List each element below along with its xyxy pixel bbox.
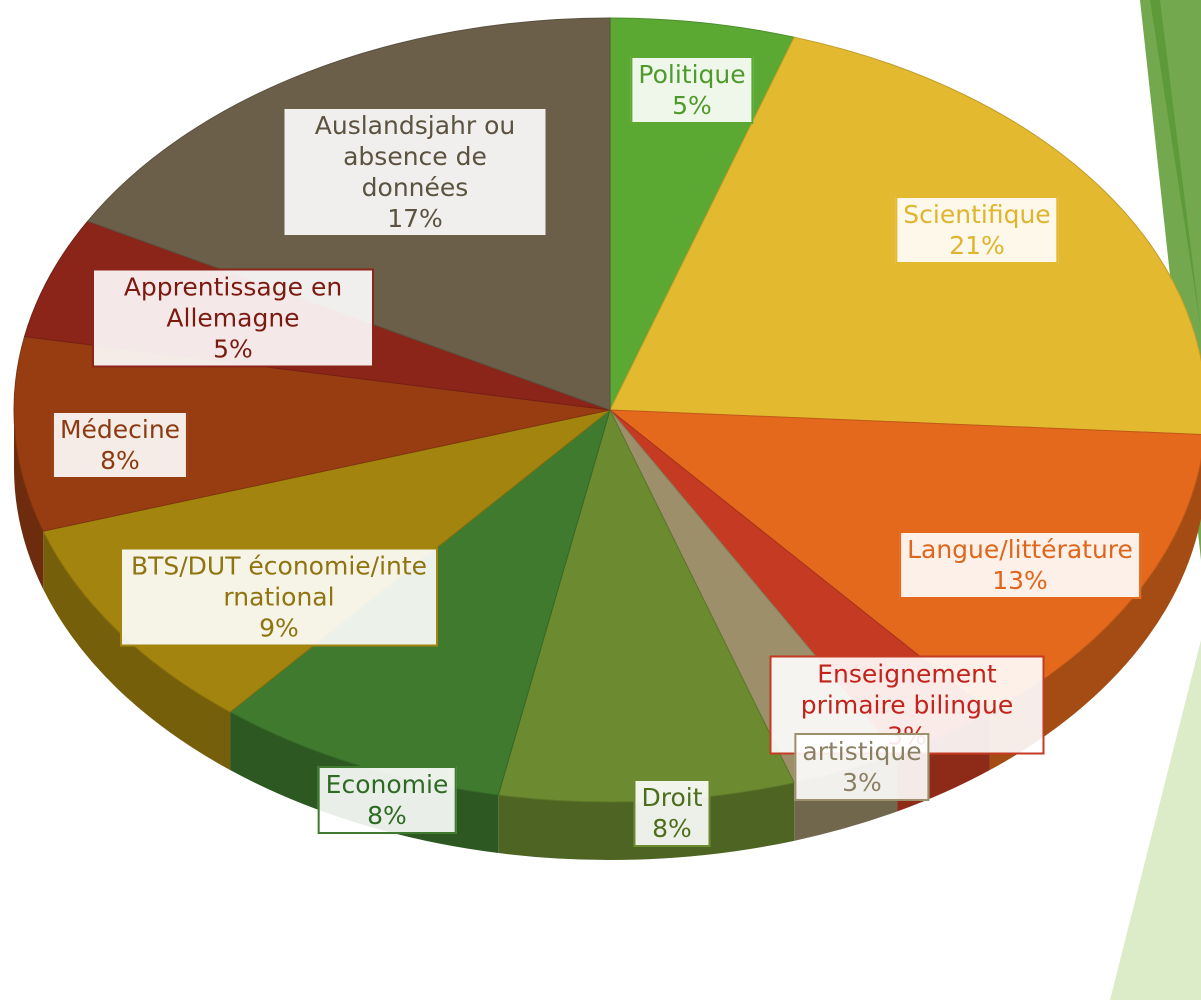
label-value: 9% <box>259 613 299 643</box>
slice-side <box>14 410 44 590</box>
slice-side <box>43 531 231 771</box>
label-value: 13% <box>992 566 1048 595</box>
label-category: Médecine <box>59 415 181 444</box>
label-category: artistique <box>802 737 922 766</box>
theme-decoration <box>1110 640 1201 1000</box>
data-label: Politique 5% <box>630 56 754 124</box>
label-value: 8% <box>367 801 407 830</box>
data-label: BTS/DUT économie/international 9% <box>120 547 438 647</box>
label-category: Enseignement primaire bilingue <box>800 659 1014 720</box>
data-label: Langue/littérature 13% <box>899 531 1141 599</box>
label-value: 21% <box>949 231 1005 260</box>
data-label: Apprentissage en Allemagne 5% <box>92 268 374 368</box>
label-category: Droit <box>641 783 703 812</box>
data-label: Economie 8% <box>317 766 457 834</box>
label-category: Politique <box>638 60 746 89</box>
label-category: Scientifique <box>903 200 1051 229</box>
label-category: BTS/DUT économie/international <box>130 551 428 612</box>
label-value: 8% <box>652 814 692 843</box>
label-category: Auslandsjahr ou absence de données <box>314 111 516 202</box>
data-label: Droit 8% <box>633 779 711 847</box>
data-label: Auslandsjahr ou absence de données 17% <box>282 107 548 237</box>
slice <box>13 335 611 532</box>
theme-decoration <box>1150 0 1201 330</box>
label-value: 17% <box>387 204 443 233</box>
data-label: Médecine 8% <box>51 411 189 479</box>
data-label: artistique 3% <box>794 733 930 801</box>
label-value: 8% <box>100 446 140 475</box>
label-value: 5% <box>672 91 712 120</box>
label-category: Apprentissage en Allemagne <box>123 272 343 333</box>
label-category: Langue/littérature <box>907 535 1133 564</box>
label-value: 3% <box>842 768 882 797</box>
label-category: Economie <box>325 770 449 799</box>
data-label: Scientifique 21% <box>895 196 1059 264</box>
label-value: 5% <box>213 334 253 364</box>
